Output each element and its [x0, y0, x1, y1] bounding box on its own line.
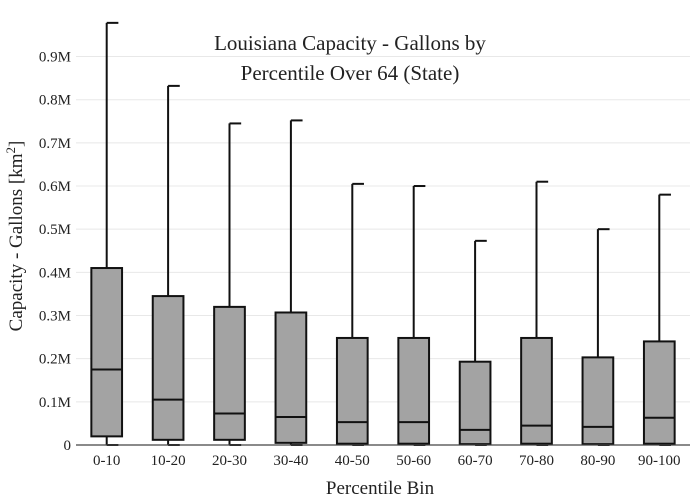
box-group [213, 122, 246, 446]
box-group [520, 180, 553, 446]
box-group [274, 119, 308, 446]
y-tick-label: 0.9M [39, 50, 71, 66]
iqr-box [335, 336, 369, 445]
iqr-box [274, 311, 308, 444]
y-axis-title: Capacity - Gallons [km2] [3, 141, 27, 332]
x-tick-label: 30-40 [273, 453, 308, 469]
x-tick-label: 50-60 [396, 453, 431, 469]
box-group [458, 239, 492, 446]
y-tick-labels: 0 0.1M 0.2M 0.3M 0.4M 0.5M 0.6M 0.7M 0.8M 0.9M [39, 50, 71, 454]
y-tick-label: 0.6M [39, 179, 71, 195]
chart-title-line1: Louisiana Capacity - Gallons by [214, 31, 486, 55]
box-layer [90, 21, 676, 446]
iqr-box [581, 356, 615, 446]
x-tick-label: 0-10 [93, 453, 121, 469]
x-tick-label: 70-80 [519, 453, 554, 469]
y-tick-label: 0.7M [39, 136, 71, 152]
iqr-box [151, 295, 185, 441]
y-axis-title-superscript: 2 [3, 147, 18, 154]
x-tick-label: 40-50 [335, 453, 370, 469]
y-tick-label: 0.2M [39, 352, 71, 368]
box-group [151, 84, 185, 446]
iqr-box [90, 267, 124, 438]
x-tick-label: 60-70 [458, 453, 493, 469]
iqr-box [213, 305, 246, 441]
y-tick-label: 0.1M [39, 395, 71, 411]
iqr-box [642, 340, 676, 445]
iqr-box [458, 360, 492, 446]
x-tick-label: 10-20 [151, 453, 186, 469]
x-tick-labels: 0-10 10-20 20-30 30-40 40-50 50-60 60-70 70-80 8… [93, 453, 681, 469]
y-axis-title-end: ] [6, 141, 27, 147]
x-axis-title: Percentile Bin [326, 478, 435, 499]
x-tick-label: 80-90 [580, 453, 615, 469]
x-tick-label: 20-30 [212, 453, 247, 469]
chart-title-line2: Percentile Over 64 (State) [241, 61, 460, 85]
box-group [90, 21, 124, 446]
y-tick-label: 0 [64, 438, 72, 454]
y-tick-label: 0.5M [39, 222, 71, 238]
y-axis-title-main: Capacity - Gallons [km [6, 153, 27, 331]
box-group [581, 228, 615, 446]
y-tick-label: 0.3M [39, 309, 71, 325]
y-tick-label: 0.4M [39, 265, 71, 281]
iqr-box [520, 336, 553, 445]
y-tick-label: 0.8M [39, 93, 71, 109]
x-tick-label: 90-100 [638, 453, 681, 469]
box-group [335, 182, 369, 446]
iqr-box [397, 336, 431, 445]
box-group [642, 193, 676, 446]
